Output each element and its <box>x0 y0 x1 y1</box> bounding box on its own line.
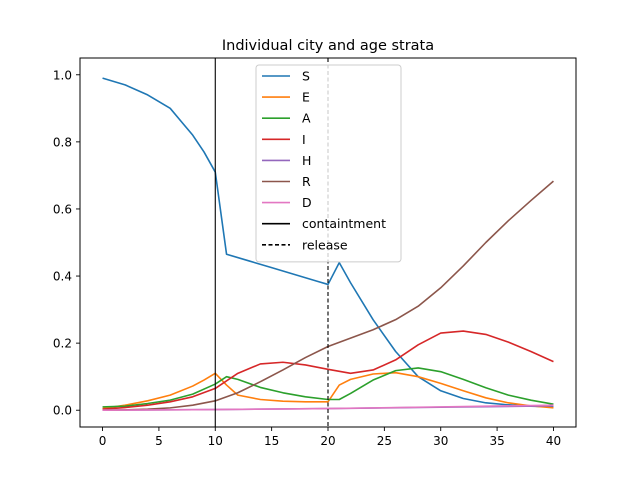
series-line-i <box>102 330 554 411</box>
x-tick-label: 35 <box>489 434 504 448</box>
series-line-e <box>102 371 554 410</box>
x-tick-label: 40 <box>546 434 561 448</box>
series-line-d <box>102 404 554 412</box>
legend-label: release <box>302 237 348 252</box>
legend-label: E <box>302 90 310 105</box>
legend-label: A <box>302 111 311 126</box>
y-tick-label: 0.8 <box>53 135 72 149</box>
y-tick-label: 1.0 <box>53 68 72 82</box>
x-tick-label: 15 <box>264 434 279 448</box>
legend-label: containtment <box>302 216 386 231</box>
legend-label: S <box>302 69 310 84</box>
x-tick-label: 5 <box>155 434 163 448</box>
x-tick-label: 20 <box>320 434 335 448</box>
legend-label: R <box>302 174 311 189</box>
y-tick-label: 0.2 <box>53 337 72 351</box>
legend-label: D <box>302 195 312 210</box>
x-tick-label: 10 <box>208 434 223 448</box>
x-tick-label: 25 <box>377 434 392 448</box>
y-tick-label: 0.0 <box>53 404 72 418</box>
legend-label: I <box>302 132 306 147</box>
y-tick-label: 0.4 <box>53 270 72 284</box>
legend-label: H <box>302 153 311 168</box>
y-axis: 0.0 0.2 0.4 0.6 0.8 1.0 <box>53 68 80 418</box>
y-tick-label: 0.6 <box>53 202 72 216</box>
legend-box <box>255 64 402 263</box>
x-axis: 0 5 10 15 20 25 30 35 40 <box>99 427 561 448</box>
plot-area <box>102 58 554 427</box>
x-tick-label: 0 <box>99 434 107 448</box>
series-line-s <box>102 77 554 408</box>
x-tick-label: 30 <box>433 434 448 448</box>
chart-title: Individual city and age strata <box>222 38 434 54</box>
